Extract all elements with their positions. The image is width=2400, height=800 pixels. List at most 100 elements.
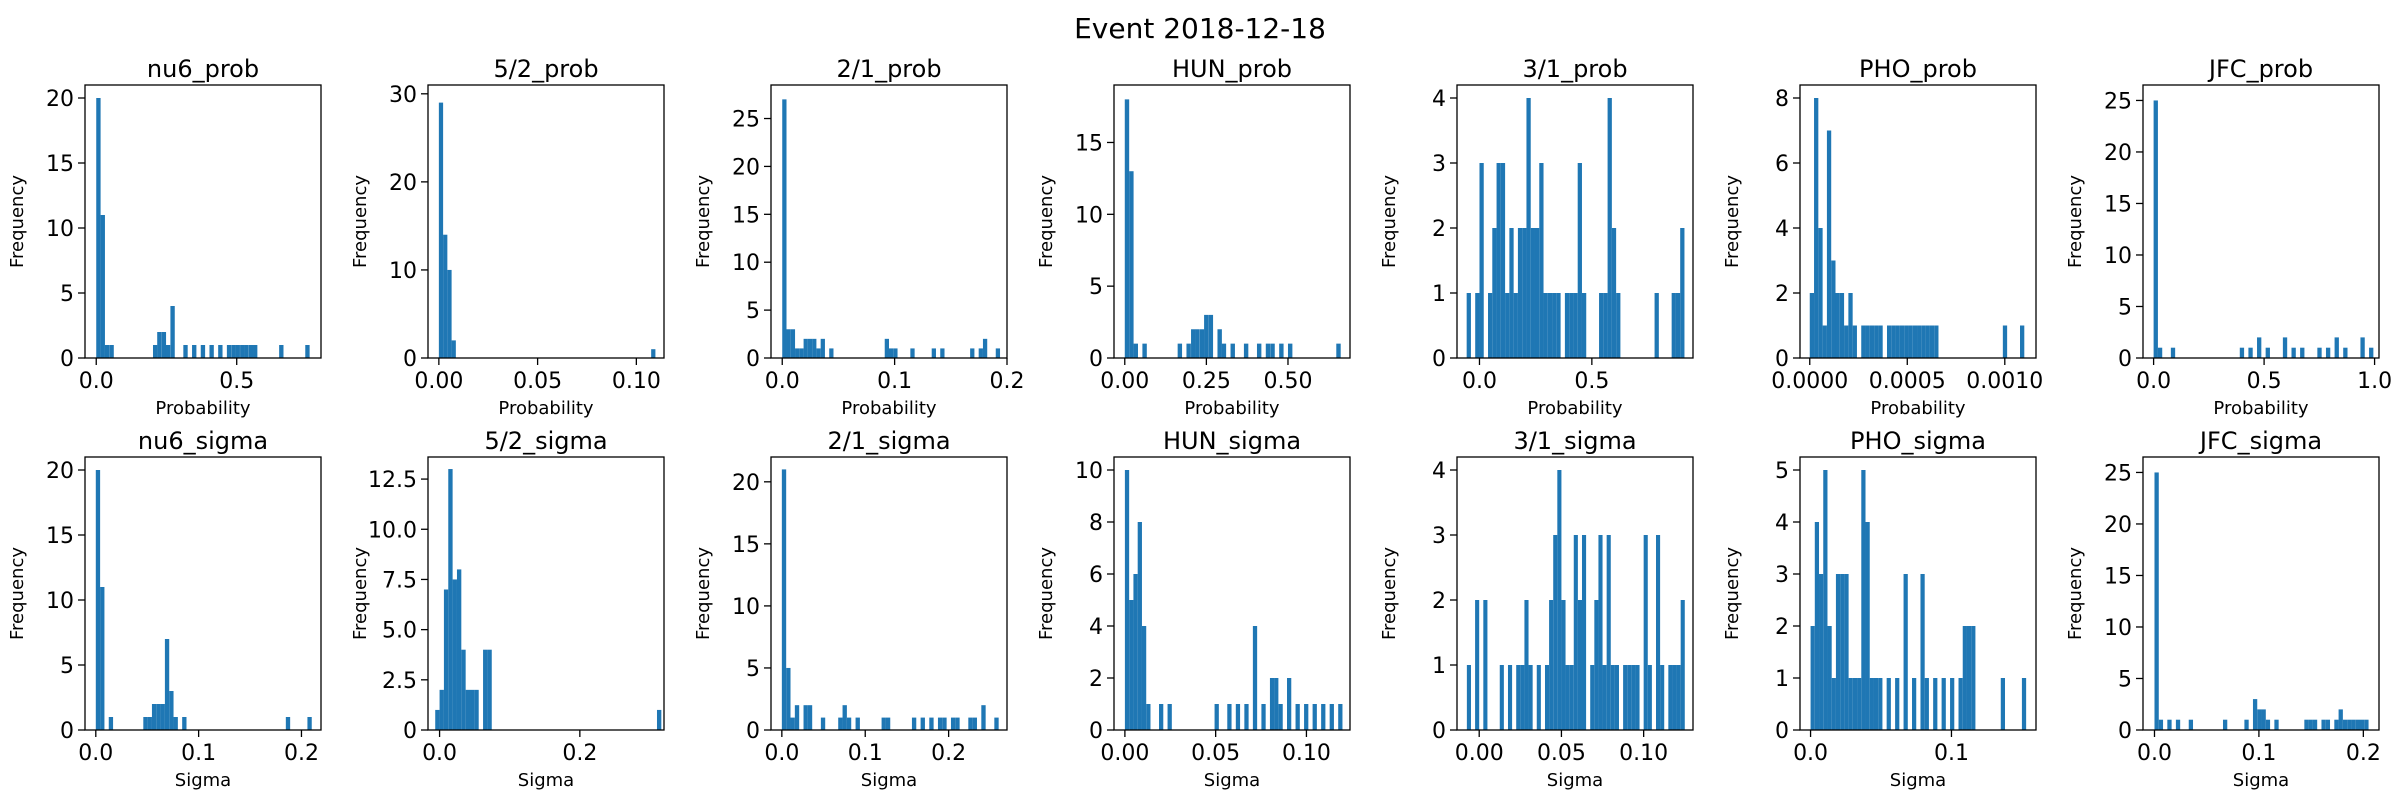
histogram-bar [1950, 678, 1955, 730]
histogram-bar [1611, 228, 1617, 358]
histogram-bar [1920, 574, 1925, 730]
y-tick-label: 10.0 [368, 518, 417, 543]
y-tick-label: 2 [1775, 282, 1789, 307]
subplot-title: nu6_sigma [138, 427, 268, 455]
y-tick-label: 4 [1432, 87, 1446, 112]
y-axis-label: Frequency [7, 175, 28, 268]
histogram-bar [307, 717, 312, 730]
subplot-8: 0.0 0.2 0 2.5 5.0 7.5 10.0 12.5 5/2_sigma Sigma Fr… [350, 427, 665, 791]
histogram-bar [1553, 535, 1558, 730]
histogram-bar [1235, 704, 1241, 730]
histogram-bar [1848, 678, 1853, 730]
x-tick-label: 0.0 [2136, 369, 2171, 394]
y-axis-label: Frequency [1379, 175, 1400, 268]
histogram-bar [1599, 293, 1604, 358]
histogram-bar [842, 705, 847, 730]
histogram-bar [1195, 329, 1200, 358]
histogram-bar [1244, 704, 1249, 730]
histogram-bar [1252, 626, 1258, 730]
histogram-bar [1287, 343, 1293, 358]
histogram-bar [1852, 325, 1857, 358]
histogram-bar [781, 469, 787, 730]
histogram-bar [937, 717, 943, 730]
histogram-bar [1564, 293, 1570, 358]
histogram-bar [2355, 719, 2360, 730]
histogram-bar [1522, 228, 1527, 358]
histogram-bar [2347, 719, 2352, 730]
histogram-bar [1671, 293, 1676, 358]
histogram-bar [1826, 130, 1832, 358]
histogram-bar [1891, 325, 1896, 358]
subplot-title: HUN_prob [1172, 55, 1292, 83]
y-tick-label: 1 [1775, 667, 1789, 692]
histogram-bar [1895, 678, 1900, 730]
histogram-bar [2342, 719, 2348, 730]
subplot-title: 2/1_prob [836, 55, 941, 83]
subplot-10: 0.00 0.05 0.10 0 2 4 6 8 10 HUN_sigma Sigma Frequen… [1036, 427, 1351, 791]
subplot-title: nu6_prob [147, 55, 259, 83]
histogram-bar [209, 345, 214, 358]
histogram-bar [910, 348, 915, 358]
histogram-bar [2360, 337, 2365, 358]
histogram-bar [2261, 709, 2266, 730]
histogram-bar [183, 345, 188, 358]
x-tick-label: 0.0 [1462, 369, 1497, 394]
subplot-title: 3/1_sigma [1513, 427, 1636, 455]
histogram-bar [1668, 665, 1673, 730]
histogram-bar [104, 345, 110, 358]
y-tick-label: 3 [1432, 152, 1446, 177]
histogram-bar [156, 704, 161, 730]
x-tick-label: 0.2 [2346, 741, 2381, 766]
histogram-bar [1680, 228, 1685, 358]
histogram-bar [2157, 347, 2163, 358]
histogram-bar [885, 717, 891, 730]
histogram-bar [1809, 293, 1815, 358]
histogram-bar [1822, 325, 1827, 358]
histogram-bar [1827, 626, 1832, 730]
x-tick-label: 1.0 [2357, 369, 2392, 394]
histogram-bar [782, 99, 787, 359]
histogram-bar [1869, 678, 1874, 730]
y-tick-label: 1 [1432, 654, 1446, 679]
histogram-bar [1823, 470, 1828, 730]
histogram-bar [443, 234, 448, 358]
histogram-bar [1966, 626, 1972, 730]
histogram-bar [448, 469, 453, 730]
histogram-bar [1962, 626, 1967, 730]
x-tick-label: 0.5 [219, 369, 254, 394]
subplot-title: 5/2_sigma [484, 427, 607, 455]
histogram-bar [1329, 704, 1334, 730]
y-tick-label: 15 [46, 152, 74, 177]
histogram-bar [1517, 228, 1523, 358]
histogram-bar [1191, 329, 1196, 358]
histogram-bar [1549, 600, 1554, 730]
histogram-bar [2020, 325, 2025, 358]
y-tick-label: 2 [1089, 667, 1103, 692]
histogram-bar [109, 345, 114, 358]
y-tick-label: 20 [389, 171, 417, 196]
histogram-bar [1852, 678, 1858, 730]
y-tick-label: 0 [1089, 347, 1103, 372]
histogram-bar [1581, 293, 1587, 358]
histogram-bar [881, 717, 886, 730]
histogram-bar [439, 689, 444, 730]
histogram-bar [2002, 325, 2008, 358]
x-tick-label: 0.0 [1793, 741, 1828, 766]
histogram-bar [1865, 522, 1870, 730]
x-tick-label: 0.10 [612, 369, 661, 394]
histogram-bar [1818, 228, 1823, 358]
histogram-bar [1217, 329, 1222, 358]
histogram-bar [1488, 293, 1493, 358]
histogram-bar [182, 717, 187, 730]
histogram-bar [1971, 626, 1976, 730]
histogram-bar [812, 338, 817, 358]
histogram-bar [2154, 472, 2159, 730]
y-tick-label: 10 [46, 589, 74, 614]
histogram-bar [231, 345, 236, 358]
histogram-bar [465, 689, 471, 730]
x-tick-label: 0.25 [1182, 369, 1231, 394]
axes-frame [1456, 84, 1694, 359]
histogram-bar [1507, 665, 1513, 730]
histogram-bar [2158, 719, 2164, 730]
histogram-bar [794, 705, 800, 730]
